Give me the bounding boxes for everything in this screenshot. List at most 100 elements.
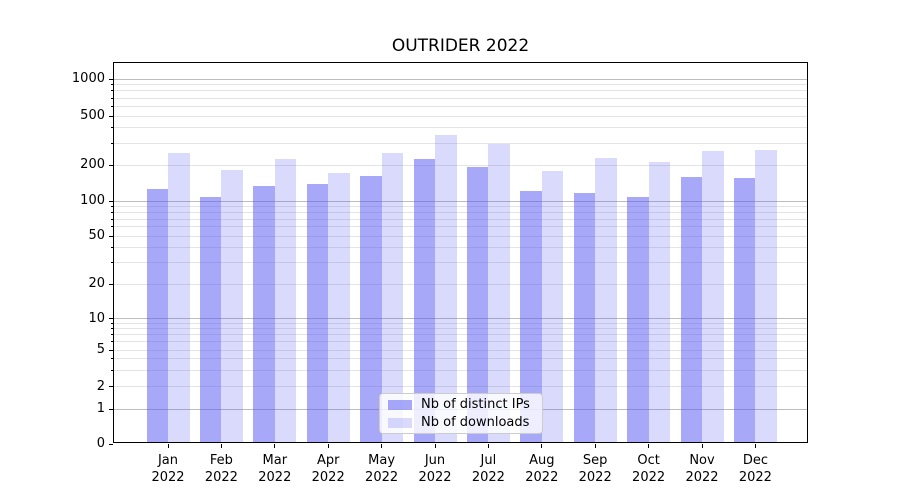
- gridline-minor-5: [114, 349, 807, 351]
- gridline-minor-40: [114, 247, 807, 249]
- bar-dec-distinct-ips: [733, 178, 756, 444]
- y-minortick-mark-6: [111, 341, 113, 343]
- gridline-minor-600: [114, 105, 807, 107]
- y-minortick-mark-60: [111, 226, 113, 228]
- bar-mar-distinct-ips: [253, 186, 275, 444]
- y-minortick-mark-90: [111, 205, 113, 207]
- y-minortick-mark-9: [111, 322, 113, 324]
- legend-item-downloads: Nb of downloads: [388, 415, 534, 430]
- x-tick-label-sep: Sep 2022: [578, 453, 612, 485]
- bar-sep-downloads: [595, 158, 617, 444]
- chart-title: OUTRIDER 2022: [391, 36, 530, 56]
- x-tick-mark-jul: [487, 443, 489, 448]
- x-tick-mark-mar: [274, 443, 276, 448]
- gridline-major-100: [114, 200, 807, 202]
- y-minortick-mark-400: [111, 127, 113, 129]
- legend-item-distinct-ips: Nb of distinct IPs: [388, 397, 534, 412]
- gridline-minor-8: [114, 328, 807, 330]
- y-minortick-mark-80: [111, 211, 113, 213]
- y-tick-mark-50: [109, 235, 113, 237]
- gridline-minor-50: [114, 235, 807, 237]
- y-minortick-mark-300: [111, 142, 113, 144]
- bar-aug-distinct-ips: [520, 191, 542, 444]
- bar-jan-distinct-ips: [146, 188, 168, 444]
- x-tick-label-jun: Jun 2022: [418, 453, 452, 485]
- y-tick-mark-5: [109, 349, 113, 351]
- bar-jun-distinct-ips: [413, 159, 435, 444]
- gridline-minor-700: [114, 97, 807, 99]
- x-tick-mark-may: [381, 443, 383, 448]
- x-tick-mark-nov: [701, 443, 703, 448]
- legend-label-distinct-ips: Nb of distinct IPs: [421, 397, 530, 412]
- bar-jan-downloads: [168, 153, 190, 444]
- x-tick-label-nov: Nov 2022: [685, 453, 719, 485]
- y-tick-label-100: 100: [80, 193, 105, 208]
- y-minortick-mark-70: [111, 218, 113, 220]
- x-tick-mark-apr: [327, 443, 329, 448]
- y-tick-label-1: 1: [96, 401, 105, 417]
- bar-may-distinct-ips: [360, 176, 382, 444]
- gridline-minor-6: [114, 341, 807, 343]
- gridline-minor-300: [114, 142, 807, 144]
- y-tick-mark-2: [109, 386, 113, 388]
- bar-feb-downloads: [221, 169, 243, 444]
- plot-area: [113, 62, 808, 443]
- gridline-minor-90: [114, 205, 807, 207]
- x-tick-mark-feb: [220, 443, 222, 448]
- x-tick-label-aug: Aug 2022: [525, 453, 559, 485]
- y-tick-mark-200: [109, 164, 113, 166]
- y-tick-label-2: 2: [96, 378, 105, 394]
- x-tick-mark-dec: [754, 443, 756, 448]
- x-tick-label-jul: Jul 2022: [471, 453, 505, 485]
- gridline-minor-30: [114, 262, 807, 264]
- gridline-minor-2: [114, 386, 807, 388]
- gridline-minor-70: [114, 218, 807, 220]
- gridline-minor-9: [114, 322, 807, 324]
- x-tick-mark-sep: [594, 443, 596, 448]
- y-tick-label-200: 200: [80, 157, 105, 172]
- y-tick-mark-0: [109, 443, 113, 445]
- bar-nov-distinct-ips: [680, 176, 702, 444]
- gridline-minor-20: [114, 283, 807, 285]
- x-tick-label-feb: Feb 2022: [204, 453, 238, 485]
- y-tick-label-50: 50: [88, 228, 105, 243]
- bar-may-downloads: [381, 153, 404, 444]
- bar-feb-distinct-ips: [199, 197, 222, 444]
- bar-sep-distinct-ips: [573, 193, 596, 444]
- y-minortick-mark-900: [111, 84, 113, 86]
- y-tick-mark-10: [109, 318, 113, 320]
- bar-mar-downloads: [274, 159, 297, 444]
- gridline-minor-4: [114, 358, 807, 360]
- bar-apr-downloads: [328, 172, 350, 444]
- bar-aug-downloads: [541, 171, 564, 444]
- x-tick-label-mar: Mar 2022: [258, 453, 292, 485]
- bar-nov-downloads: [702, 151, 724, 444]
- gridline-minor-7: [114, 334, 807, 336]
- gridline-minor-500: [114, 115, 807, 117]
- y-tick-mark-20: [109, 283, 113, 285]
- x-tick-label-oct: Oct 2022: [632, 453, 666, 485]
- y-minortick-mark-30: [111, 262, 113, 264]
- y-tick-label-1000: 1000: [71, 71, 105, 86]
- y-tick-label-0: 0: [96, 436, 105, 451]
- bar-apr-distinct-ips: [306, 184, 329, 444]
- legend-swatch-distinct-ips: [388, 399, 412, 410]
- gridline-minor-80: [114, 211, 807, 213]
- x-tick-label-apr: Apr 2022: [311, 453, 345, 485]
- y-minortick-mark-40: [111, 247, 113, 249]
- gridline-minor-900: [114, 84, 807, 86]
- legend-swatch-downloads: [388, 417, 412, 428]
- x-tick-mark-aug: [541, 443, 543, 448]
- y-minortick-mark-4: [111, 358, 113, 360]
- y-minortick-mark-3: [111, 369, 113, 371]
- x-tick-label-may: May 2022: [365, 453, 399, 485]
- y-tick-mark-500: [109, 115, 113, 117]
- y-tick-label-20: 20: [88, 276, 105, 291]
- y-tick-label-5: 5: [96, 342, 105, 357]
- x-tick-mark-jan: [167, 443, 169, 448]
- bar-jul-downloads: [488, 144, 510, 444]
- y-tick-label-500: 500: [80, 108, 105, 123]
- y-tick-mark-1: [109, 408, 113, 410]
- y-tick-label-10: 10: [88, 310, 105, 326]
